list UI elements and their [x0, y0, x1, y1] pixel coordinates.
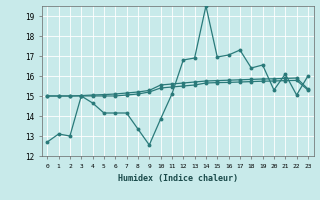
X-axis label: Humidex (Indice chaleur): Humidex (Indice chaleur)	[118, 174, 237, 183]
